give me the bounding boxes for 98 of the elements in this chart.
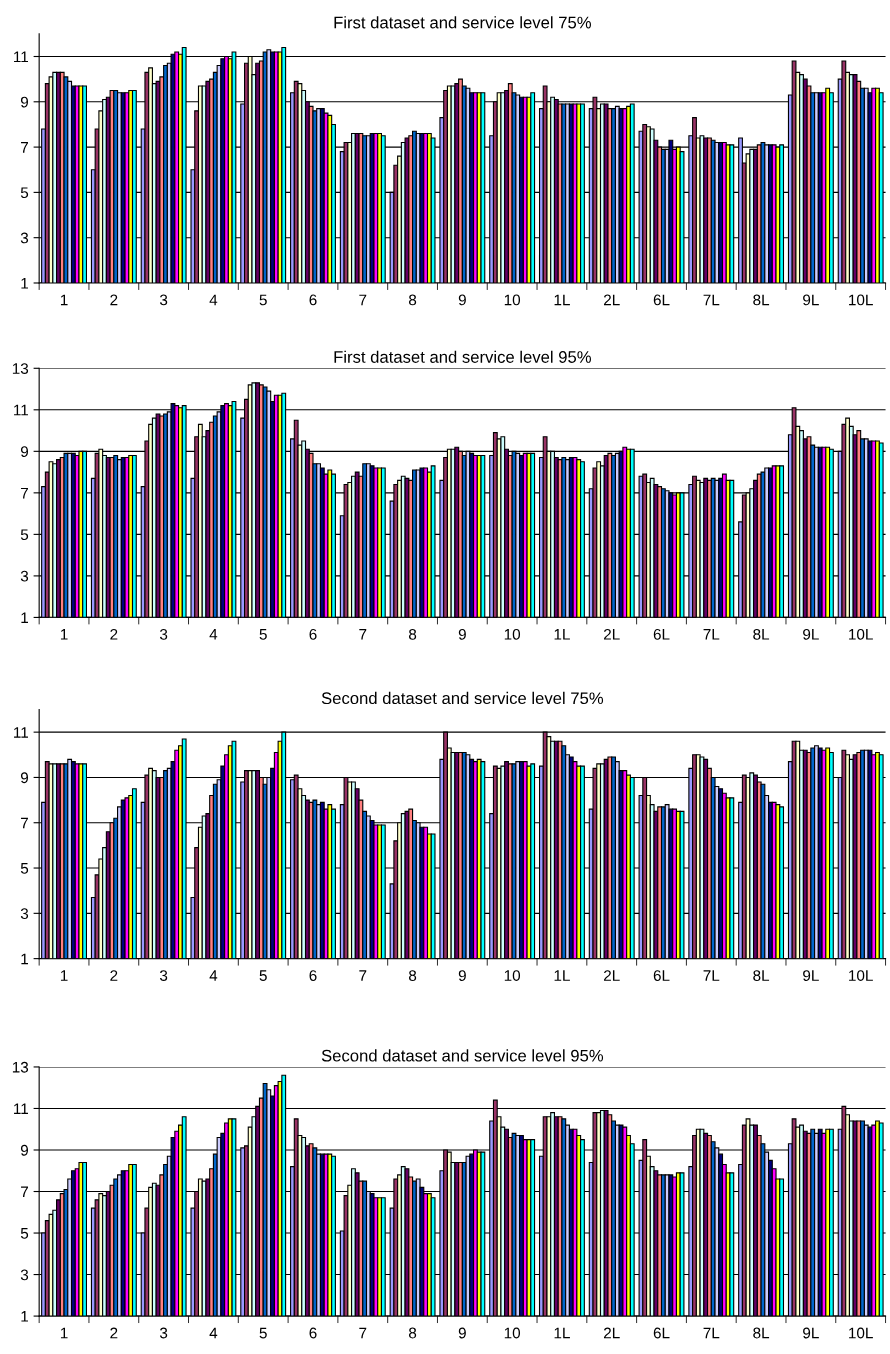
x-tick-label: 9L — [803, 628, 819, 640]
chart-title: Second dataset and service level 95% — [321, 1049, 604, 1062]
x-tick-label: 8L — [753, 294, 770, 306]
x-tick-label: 1L — [554, 294, 570, 306]
x-tick-label: 5 — [259, 1327, 267, 1339]
x-tick-label: 10L — [849, 628, 873, 640]
x-tick-label: 7 — [359, 294, 367, 306]
x-tick-label: 1L — [554, 970, 570, 981]
chart-title: First dataset and service level 95% — [334, 350, 591, 363]
x-tick-label: 8L — [753, 628, 770, 640]
x-tick-label: 6 — [309, 1327, 317, 1339]
y-tick-label: 9 — [20, 446, 29, 458]
x-tick-label: 10L — [849, 970, 873, 981]
x-tick-label: 1 — [60, 294, 68, 306]
x-tick-label: 7L — [703, 294, 720, 306]
y-tick-label: 5 — [20, 187, 29, 199]
x-tick-label: 1L — [554, 1327, 570, 1339]
x-tick-label: 6 — [309, 628, 317, 640]
y-tick-label: 11 — [14, 727, 28, 738]
x-tick-label: 6 — [309, 294, 317, 306]
x-tick-label: 7L — [703, 1327, 720, 1339]
y-tick-label: 5 — [20, 529, 29, 541]
x-tick-label: 2L — [603, 1327, 620, 1339]
x-tick-label: 9 — [458, 1327, 466, 1339]
x-tick-label: 3 — [159, 1327, 168, 1339]
x-tick-label: 6 — [309, 970, 317, 981]
x-tick-label: 2 — [110, 628, 118, 640]
x-tick-label: 3 — [159, 628, 168, 640]
x-tick-label: 7 — [359, 1327, 367, 1339]
x-tick-label: 2 — [110, 970, 118, 981]
x-tick-label: 1 — [60, 970, 68, 981]
x-tick-label: 7L — [703, 970, 720, 981]
y-tick-label: 7 — [21, 142, 28, 153]
y-tick-label: 3 — [20, 232, 29, 244]
x-tick-label: 6L — [653, 628, 670, 640]
y-tick-label: 7 — [21, 1186, 28, 1198]
y-tick-label: 3 — [20, 1269, 29, 1281]
x-tick-label: 6L — [653, 970, 670, 981]
x-tick-label: 6L — [653, 1327, 670, 1339]
x-tick-label: 9L — [803, 1327, 819, 1339]
x-tick-label: 2L — [603, 294, 620, 306]
x-tick-label: 2L — [603, 628, 620, 640]
y-tick-label: 3 — [20, 908, 29, 920]
x-tick-label: 7 — [359, 629, 367, 640]
y-tick-label: 5 — [20, 863, 29, 874]
x-tick-label: 10 — [504, 294, 521, 306]
y-tick-label: 7 — [21, 817, 28, 829]
y-tick-label: 11 — [14, 404, 28, 416]
x-tick-label: 5 — [259, 294, 267, 306]
y-tick-label: 1 — [21, 612, 28, 623]
x-tick-label: 5 — [259, 970, 267, 981]
x-tick-label: 2 — [110, 294, 118, 306]
x-tick-label: 6L — [653, 294, 670, 306]
x-tick-label: 10L — [849, 294, 873, 306]
x-tick-label: 4 — [209, 1327, 218, 1339]
y-tick-label: 1 — [21, 1311, 28, 1322]
y-tick-label: 13 — [12, 363, 29, 374]
chart-title: First dataset and service level 75% — [334, 16, 591, 29]
y-tick-label: 1 — [21, 953, 28, 965]
y-tick-label: 3 — [20, 570, 29, 582]
x-tick-label: 10 — [504, 628, 521, 640]
x-tick-label: 1L — [554, 629, 570, 640]
x-tick-label: 8L — [753, 1327, 770, 1339]
x-tick-label: 2 — [110, 1327, 118, 1339]
y-tick-label: 7 — [21, 487, 28, 499]
y-tick-label: 1 — [21, 278, 28, 289]
x-tick-label: 10L — [849, 1327, 873, 1339]
chart-title: Second dataset and service level 75% — [321, 691, 604, 705]
x-tick-label: 8 — [408, 628, 417, 640]
x-tick-label: 10 — [504, 970, 521, 981]
x-tick-label: 9L — [803, 294, 819, 306]
x-tick-label: 5 — [259, 629, 267, 640]
x-tick-label: 4 — [209, 970, 218, 981]
x-tick-label: 8 — [408, 294, 417, 306]
x-tick-label: 8 — [408, 1327, 417, 1339]
y-tick-label: 9 — [20, 772, 29, 784]
x-tick-label: 9 — [458, 628, 466, 640]
x-tick-label: 9 — [458, 970, 466, 981]
x-tick-label: 1 — [60, 629, 68, 640]
x-tick-label: 2L — [603, 970, 620, 981]
y-tick-label: 9 — [20, 1144, 29, 1156]
x-tick-label: 10 — [504, 1327, 521, 1339]
x-tick-label: 9 — [458, 294, 466, 306]
x-tick-label: 3 — [159, 294, 168, 306]
x-tick-label: 8 — [408, 970, 417, 981]
x-tick-label: 7 — [359, 970, 367, 981]
x-tick-label: 3 — [159, 970, 168, 981]
x-tick-label: 4 — [209, 294, 218, 306]
y-tick-label: 9 — [20, 96, 29, 108]
x-tick-label: 1 — [60, 1327, 68, 1339]
x-tick-label: 7L — [703, 629, 720, 640]
x-tick-label: 4 — [209, 629, 218, 640]
y-tick-label: 13 — [12, 1061, 29, 1073]
y-tick-label: 5 — [20, 1228, 29, 1239]
y-tick-label: 11 — [14, 51, 28, 63]
x-tick-label: 9L — [803, 970, 819, 981]
y-tick-label: 11 — [14, 1103, 28, 1115]
x-tick-label: 8L — [753, 970, 770, 981]
